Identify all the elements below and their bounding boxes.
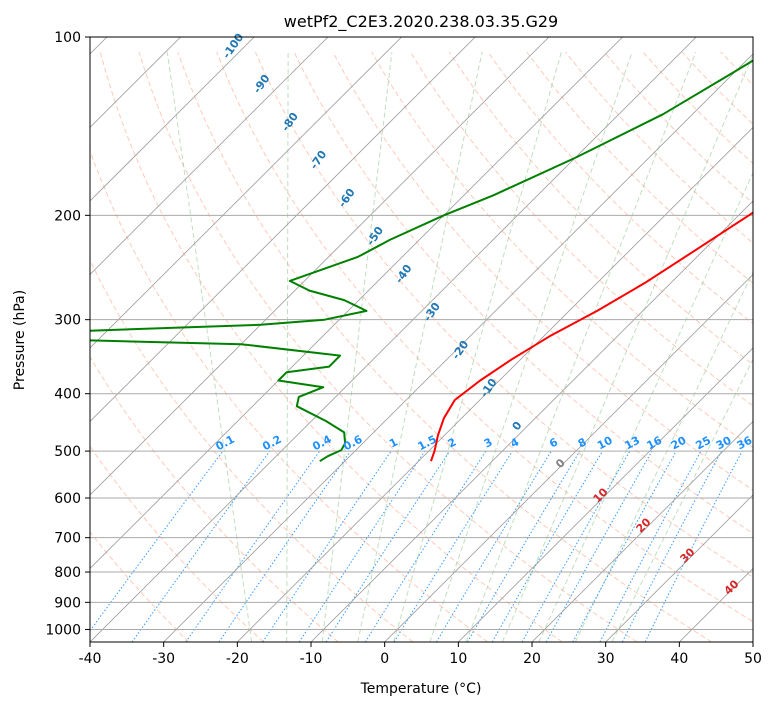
isotherm: [531, 420, 753, 642]
mixing-ratio-line: [131, 450, 271, 642]
moist-adiabat: [321, 51, 393, 642]
x-tick-label: 0: [380, 651, 389, 667]
isotherm: [90, 37, 402, 349]
moist-adiabat: [538, 171, 753, 642]
mixing-ratio-line: [185, 450, 321, 642]
mixing-ratio-line: [325, 450, 451, 642]
mixing-ratio-line: [572, 450, 677, 642]
dry-adiabat: [138, 51, 638, 642]
dry-adiabat: [332, 51, 753, 491]
y-tick-label: 600: [54, 491, 81, 507]
series-layer: [90, 59, 753, 463]
isotherm: [605, 494, 753, 642]
isotherm: [90, 37, 329, 275]
plot-frame: [89, 36, 754, 643]
mixing-ratio-line: [218, 450, 351, 642]
x-tick-label: -10: [300, 651, 323, 667]
mixing-ratio-line: [298, 450, 426, 642]
isotherm: [310, 200, 753, 642]
mixing-ratio-label: 25: [693, 434, 713, 453]
mixing-ratio-line: [599, 450, 702, 642]
moist-adiabat: [357, 51, 483, 642]
temperature-line: [430, 211, 753, 462]
moist-adiabat: [166, 51, 253, 642]
y-tick-label: 200: [54, 208, 81, 224]
dry-adiabat: [90, 259, 414, 642]
y-tick-label: 100: [54, 30, 81, 46]
y-axis-label: Pressure (hPa): [12, 290, 28, 390]
mixing-ratio-line: [90, 450, 224, 632]
y-tick-label: 900: [54, 595, 81, 611]
y-tick-label: 300: [54, 313, 81, 329]
y-tick-label: 400: [54, 387, 81, 403]
isotherm: [90, 37, 255, 202]
y-axis: 100 200 300 400 500 600 700 800 900 1000: [45, 30, 90, 638]
x-axis: -40 -30 -20 -10 0 10 20 30 40 50: [79, 642, 762, 667]
moist-adiabat: [611, 358, 753, 642]
dry-adiabat: [90, 355, 339, 642]
isotherm: [90, 37, 476, 423]
mixing-ratio-label: 36: [735, 434, 755, 453]
mixing-ratio-line: [364, 450, 487, 642]
dry-adiabat: [90, 531, 190, 642]
mixing-ratio-label: 16: [645, 434, 665, 453]
moist-adiabat: [393, 51, 562, 642]
isotherm: [237, 126, 753, 642]
mixing-ratio-line: [545, 450, 653, 642]
x-tick-label: 30: [597, 651, 615, 667]
x-tick-label: 50: [744, 651, 762, 667]
mixing-ratio-label: 30: [714, 434, 734, 453]
moist-adiabat: [429, 51, 633, 642]
y-tick-label: 800: [54, 565, 81, 581]
moist-adiabat: [574, 270, 753, 642]
x-axis-label: Temperature (°C): [360, 681, 482, 697]
dry-adiabat: [99, 51, 563, 642]
mixing-ratio-line: [435, 450, 552, 642]
mixing-ratio-label: 20: [669, 434, 689, 453]
isotherm: [90, 37, 623, 570]
x-tick-label: 10: [449, 651, 467, 667]
isotherm: [90, 37, 697, 642]
x-tick-label: -40: [79, 651, 102, 667]
mixing-ratio-line: [521, 450, 631, 642]
dry-adiabat: [371, 51, 753, 449]
dry-adiabat: [90, 445, 264, 642]
moist-adiabat: [501, 53, 753, 642]
dry-adiabat: [448, 51, 753, 366]
mixing-ratio-label: 10: [595, 434, 615, 453]
x-tick-label: 20: [523, 651, 541, 667]
x-tick-label: -20: [226, 651, 249, 667]
moist-adiabat: [286, 52, 289, 642]
isotherm: [384, 273, 753, 642]
y-tick-label: 700: [54, 531, 81, 547]
dry-adiabat: [216, 51, 753, 623]
isotherm: [458, 347, 753, 642]
mixing-ratio-line: [621, 450, 722, 642]
y-tick-label: 500: [54, 444, 81, 460]
mixing-ratio-line: [644, 450, 743, 642]
dry-adiabat: [254, 51, 753, 578]
mixing-ratio-line: [262, 450, 392, 642]
moist-adiabat: [465, 51, 697, 642]
x-tick-label: -30: [152, 651, 175, 667]
mixing-ratio-label: 13: [622, 434, 642, 453]
isotherm: [90, 37, 550, 496]
x-tick-label: 40: [670, 651, 688, 667]
isotherm: [163, 53, 753, 642]
dry-adiabat: [90, 149, 488, 642]
y-tick-label: 1000: [45, 622, 81, 638]
grid-lines: [90, 37, 753, 642]
chart-title: wetPf2_C2E3.2020.238.03.35.G29: [284, 12, 558, 32]
mixing-ratio-line: [393, 450, 513, 642]
dewpoint-line: [90, 59, 753, 463]
dry-adiabat: [293, 51, 753, 534]
